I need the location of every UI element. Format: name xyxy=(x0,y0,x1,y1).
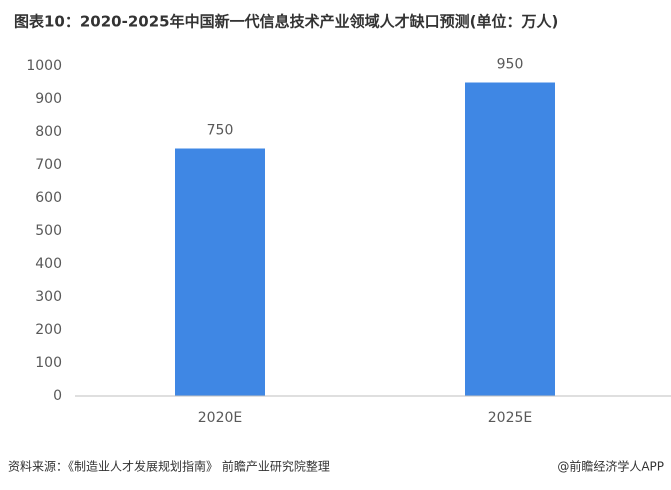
data-label: 750 xyxy=(207,123,234,139)
y-tick-label: 100 xyxy=(35,355,62,371)
y-tick-label: 900 xyxy=(35,91,62,107)
y-tick-label: 0 xyxy=(53,388,62,404)
bar xyxy=(465,82,555,396)
x-tick-label: 2020E xyxy=(198,410,242,426)
y-tick-label: 600 xyxy=(35,190,62,206)
data-label: 950 xyxy=(497,57,524,73)
chart-title: 图表10：2020-2025年中国新一代信息技术产业领域人才缺口预测(单位：万人… xyxy=(14,13,558,31)
y-tick-label: 1000 xyxy=(26,58,62,74)
credit: @前瞻经济学人APP xyxy=(557,459,664,474)
source: 资料来源：《制造业人才发展规划指南》 前瞻产业研究院整理 xyxy=(8,459,330,474)
y-tick-label: 300 xyxy=(35,289,62,305)
y-tick-label: 800 xyxy=(35,124,62,140)
y-tick-label: 500 xyxy=(35,223,62,239)
x-tick-label: 2025E xyxy=(488,410,532,426)
bar xyxy=(175,148,265,396)
y-tick-label: 700 xyxy=(35,157,62,173)
y-tick-label: 400 xyxy=(35,256,62,272)
y-tick-label: 200 xyxy=(35,322,62,338)
